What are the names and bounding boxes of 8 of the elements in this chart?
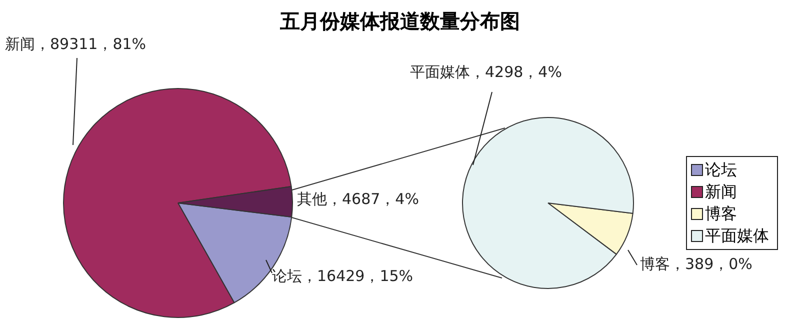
- category-label: 平面媒体，4298，4%: [410, 62, 562, 81]
- legend-label: 平面媒体: [705, 225, 769, 247]
- legend-label: 博客: [705, 203, 737, 225]
- category-label: 新闻，89311，81%: [5, 34, 146, 53]
- category-label: 博客，389，0%: [640, 254, 752, 273]
- legend-label: 新闻: [705, 181, 737, 203]
- chart-title: 五月份媒体报道数量分布图: [279, 8, 521, 35]
- legend-label: 论坛: [705, 159, 737, 181]
